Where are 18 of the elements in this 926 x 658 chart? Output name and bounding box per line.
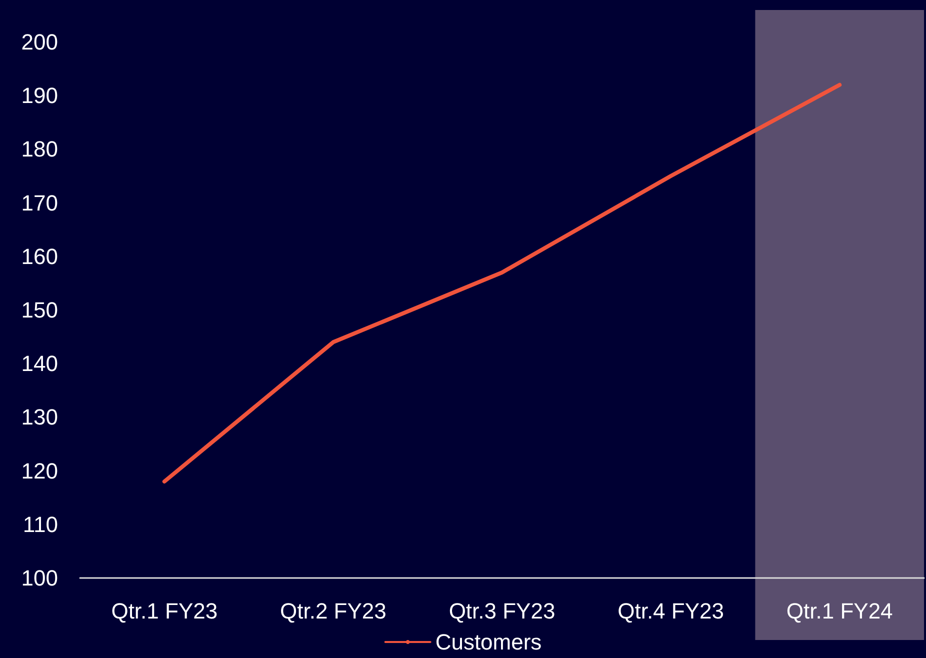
y-tick-label: 150 [21, 298, 58, 322]
x-tick-label: Qtr.1 FY23 [111, 598, 218, 624]
y-tick-label: 140 [21, 351, 58, 376]
y-tick-label: 100 [21, 566, 58, 590]
y-tick-label: 170 [21, 190, 58, 216]
y-tick-label: 120 [21, 458, 58, 484]
y-tick-label: 180 [21, 136, 58, 162]
y-tick-label: 160 [21, 244, 58, 269]
y-tick-label: 200 [21, 30, 58, 54]
x-tick-label: Qtr.1 FY24 [786, 598, 893, 624]
x-tick-label: Qtr.2 FY23 [280, 598, 386, 624]
legend-label: Customers [435, 630, 542, 654]
line-series [162, 82, 842, 484]
y-tick-label: 130 [21, 404, 58, 430]
y-tick-label: 110 [22, 512, 58, 537]
x-tick-label: Qtr.3 FY23 [448, 598, 556, 624]
x-tick-label: Qtr.4 FY23 [618, 598, 724, 624]
y-tick-label: 190 [21, 83, 58, 108]
